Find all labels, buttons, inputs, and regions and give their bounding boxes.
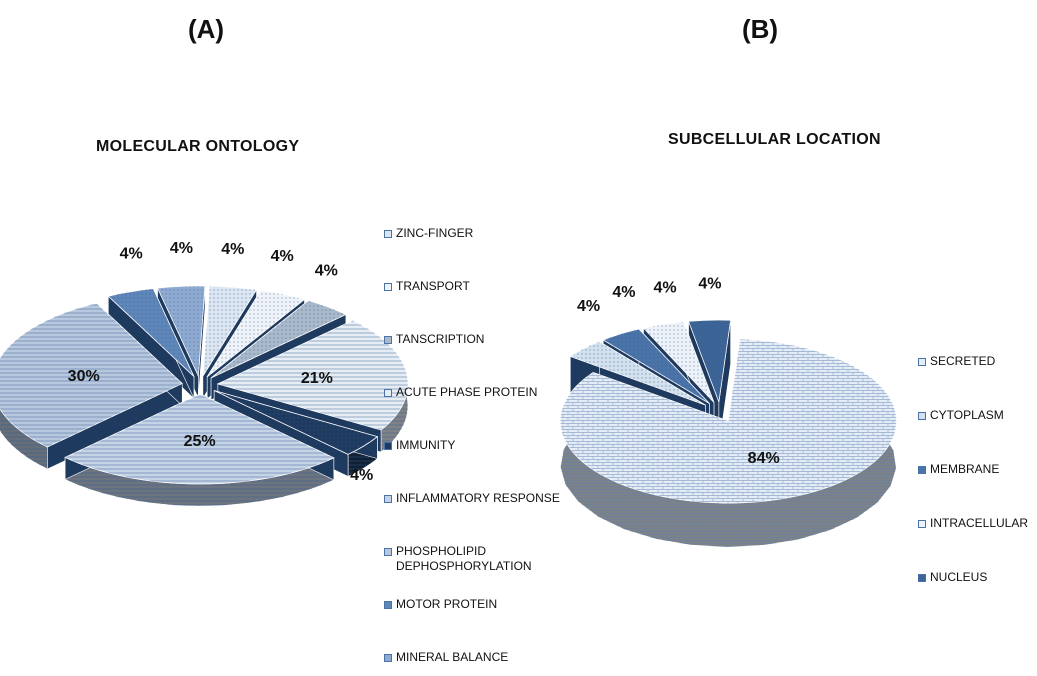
legend-swatch: [384, 389, 392, 397]
data-label-zinc-finger: 4%: [221, 241, 244, 258]
data-label-inflammatory-response: 25%: [184, 433, 216, 450]
legend-swatch: [384, 442, 392, 450]
legend-item: IMMUNITY: [384, 438, 455, 453]
legend-label: ZINC-FINGER: [396, 226, 474, 240]
legend-item: CYTOPLASM: [918, 408, 1004, 423]
legend-item: INFLAMMATORY RESPONSE: [384, 491, 560, 506]
legend-label: NUCLEUS: [930, 570, 988, 584]
legend-label: SECRETED: [930, 354, 996, 368]
pie-chart-molecular-ontology: 4% 4% 4% 21% 4% 25% 30% 4% 4%: [0, 240, 409, 507]
legend-item: MOTOR PROTEIN: [384, 597, 497, 612]
legend-item: PHOSPHOLIPID DEPHOSPHORYLATION: [384, 544, 532, 574]
legend-swatch: [384, 601, 392, 609]
data-label-phospholipid-dephosphorylation: 30%: [68, 368, 100, 385]
legend-item: NUCLEUS: [918, 570, 987, 585]
legend-swatch: [384, 548, 392, 556]
legend-item: SECRETED: [918, 354, 995, 369]
slice-motor-protein: [107, 288, 195, 400]
legend-item: TRANSPORT: [384, 279, 470, 294]
legend-item: TANSCRIPTION: [384, 332, 484, 347]
legend-label: CYTOPLASM: [930, 408, 1004, 422]
chart-a-title: MOLECULAR ONTOLOGY: [96, 138, 300, 155]
data-label-membrane: 4%: [612, 284, 635, 301]
data-label-intracellular: 4%: [654, 280, 677, 297]
legend-item: INTRACELLULAR: [918, 516, 1028, 531]
legend-label: IMMUNITY: [396, 438, 456, 452]
data-label-mineral-balance: 4%: [170, 240, 193, 257]
legend-label: INFLAMMATORY RESPONSE: [396, 491, 560, 505]
legend-item: MINERAL BALANCE: [384, 650, 508, 665]
legend-label: MOTOR PROTEIN: [396, 597, 498, 611]
data-label-acute-phase-protein: 21%: [301, 370, 333, 387]
panel-b-letter: (B): [742, 14, 779, 44]
data-label-secreted: 84%: [748, 450, 780, 467]
legend-item: MEMBRANE: [918, 462, 999, 477]
legend-swatch: [918, 358, 926, 366]
slice-secreted: [559, 338, 897, 548]
data-label-immunity: 4%: [350, 467, 373, 484]
legend-swatch: [918, 574, 926, 582]
legend-item: ZINC-FINGER: [384, 226, 473, 241]
legend-label: MINERAL BALANCE: [396, 650, 509, 664]
data-label-motor-protein: 4%: [120, 245, 143, 262]
data-label-tanscription: 4%: [315, 262, 338, 279]
data-label-transport: 4%: [271, 248, 294, 265]
legend-swatch: [918, 466, 926, 474]
legend-swatch: [384, 230, 392, 238]
legend-swatch: [918, 412, 926, 420]
data-label-cytoplasm: 4%: [577, 298, 600, 315]
legend-label: MEMBRANE: [930, 462, 1000, 476]
legend-label: PHOSPHOLIPID DEPHOSPHORYLATION: [396, 544, 532, 573]
panel-a-letter: (A): [188, 14, 225, 44]
legend-label: TANSCRIPTION: [396, 332, 485, 346]
chart-b-title: SUBCELLULAR LOCATION: [668, 131, 881, 148]
legend-swatch: [384, 336, 392, 344]
legend-item: ACUTE PHASE PROTEIN: [384, 385, 537, 400]
slice-inflammatory-response: [64, 393, 335, 507]
data-label-nucleus: 4%: [698, 276, 721, 293]
legend-label: TRANSPORT: [396, 279, 470, 293]
legend-swatch: [384, 495, 392, 503]
legend-label: INTRACELLULAR: [930, 516, 1029, 530]
legend-swatch: [918, 520, 926, 528]
legend-swatch: [384, 283, 392, 291]
slice-phospholipid-dephosphorylation: [0, 302, 183, 470]
pie-chart-subcellular-location: 84% 4% 4% 4% 4%: [559, 276, 897, 548]
legend-swatch: [384, 654, 392, 662]
legend-label: ACUTE PHASE PROTEIN: [396, 385, 538, 399]
